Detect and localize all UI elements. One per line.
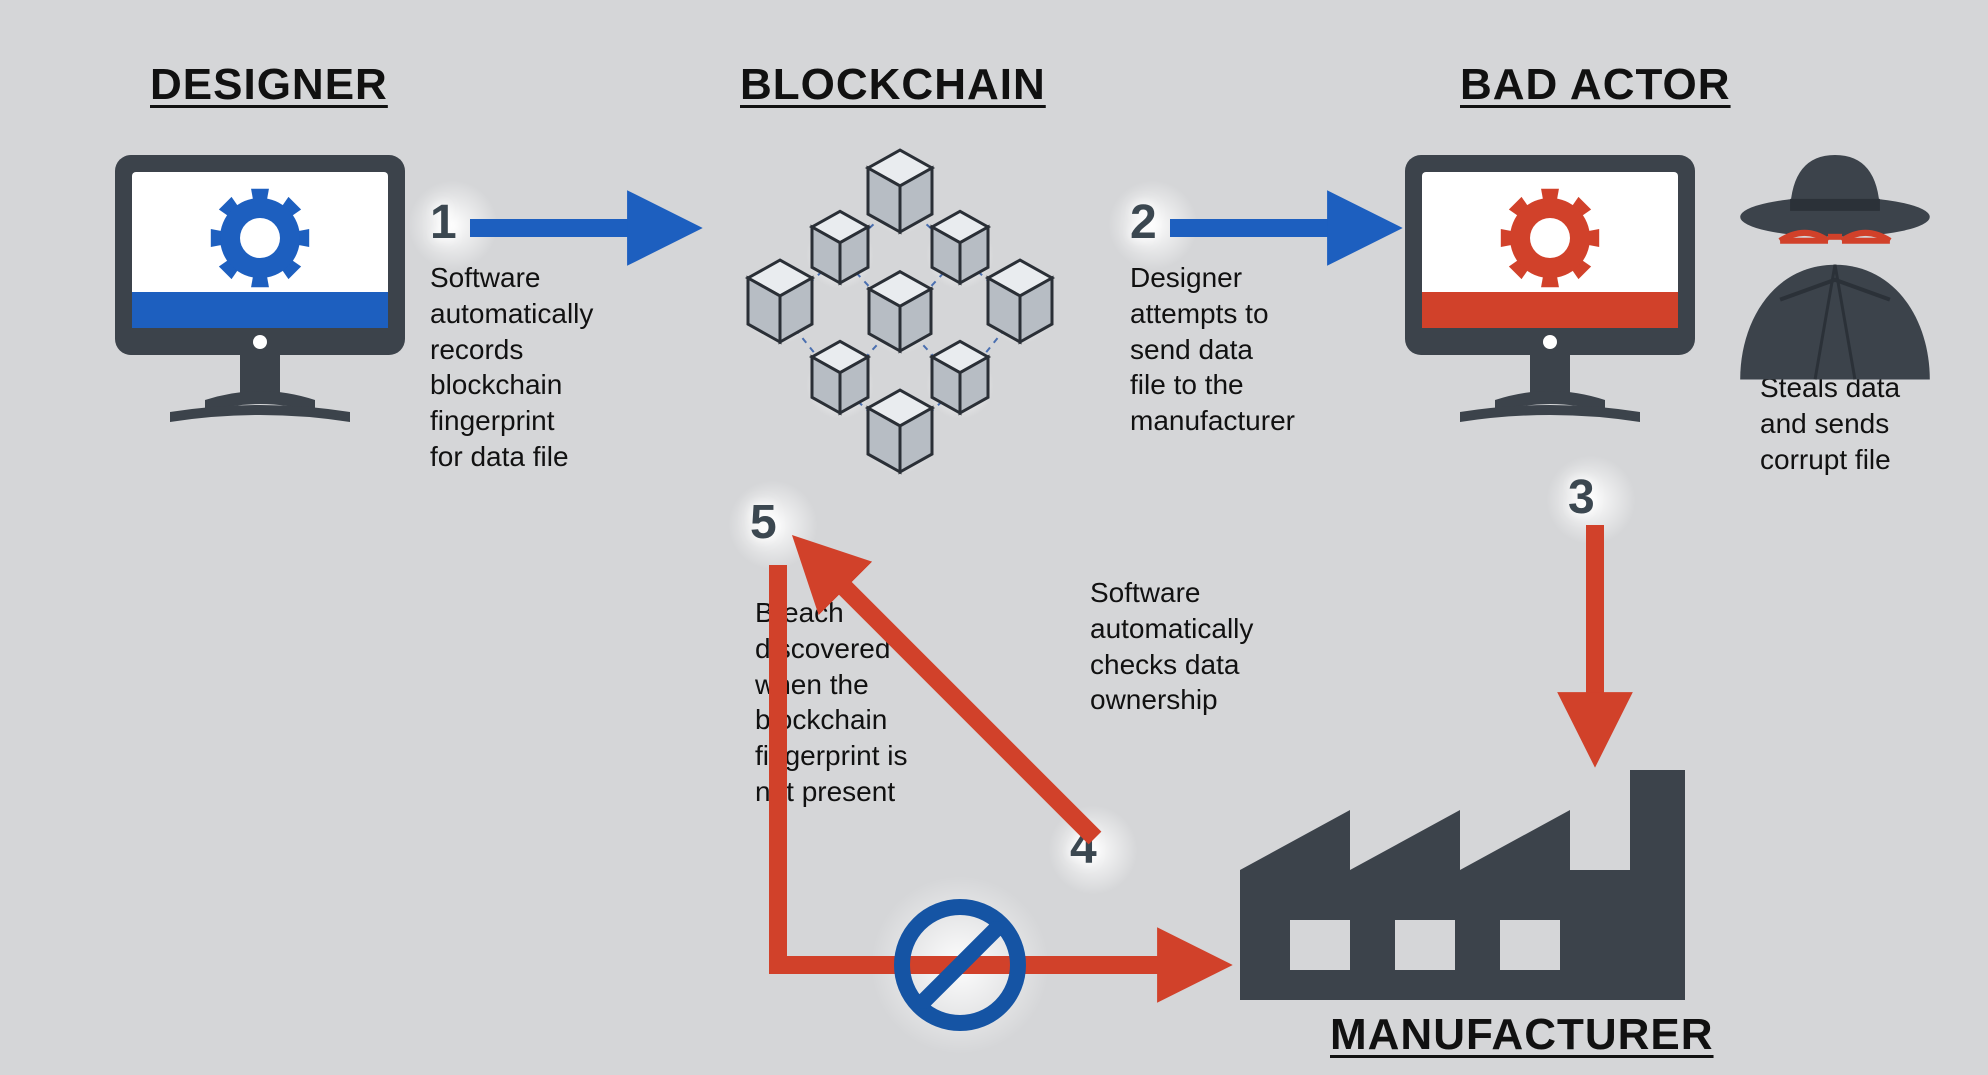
cube <box>932 211 988 283</box>
designer-monitor-icon <box>110 150 410 435</box>
cube <box>868 150 932 232</box>
arrow-a4 <box>808 551 1095 838</box>
blockchain-icon <box>700 140 1100 520</box>
factory-icon <box>1230 750 1750 1010</box>
cube <box>869 272 931 351</box>
spy-icon <box>1720 145 1950 387</box>
cube <box>812 211 868 283</box>
cube <box>748 260 812 342</box>
cube <box>868 390 932 472</box>
bad-actor-monitor-icon <box>1400 150 1700 435</box>
arrow-a5 <box>778 565 1210 965</box>
cube <box>988 260 1052 342</box>
cube <box>932 341 988 413</box>
cube <box>812 341 868 413</box>
diagram-stage: DESIGNER BLOCKCHAIN BAD ACTOR MANUFACTUR… <box>0 0 1988 1075</box>
